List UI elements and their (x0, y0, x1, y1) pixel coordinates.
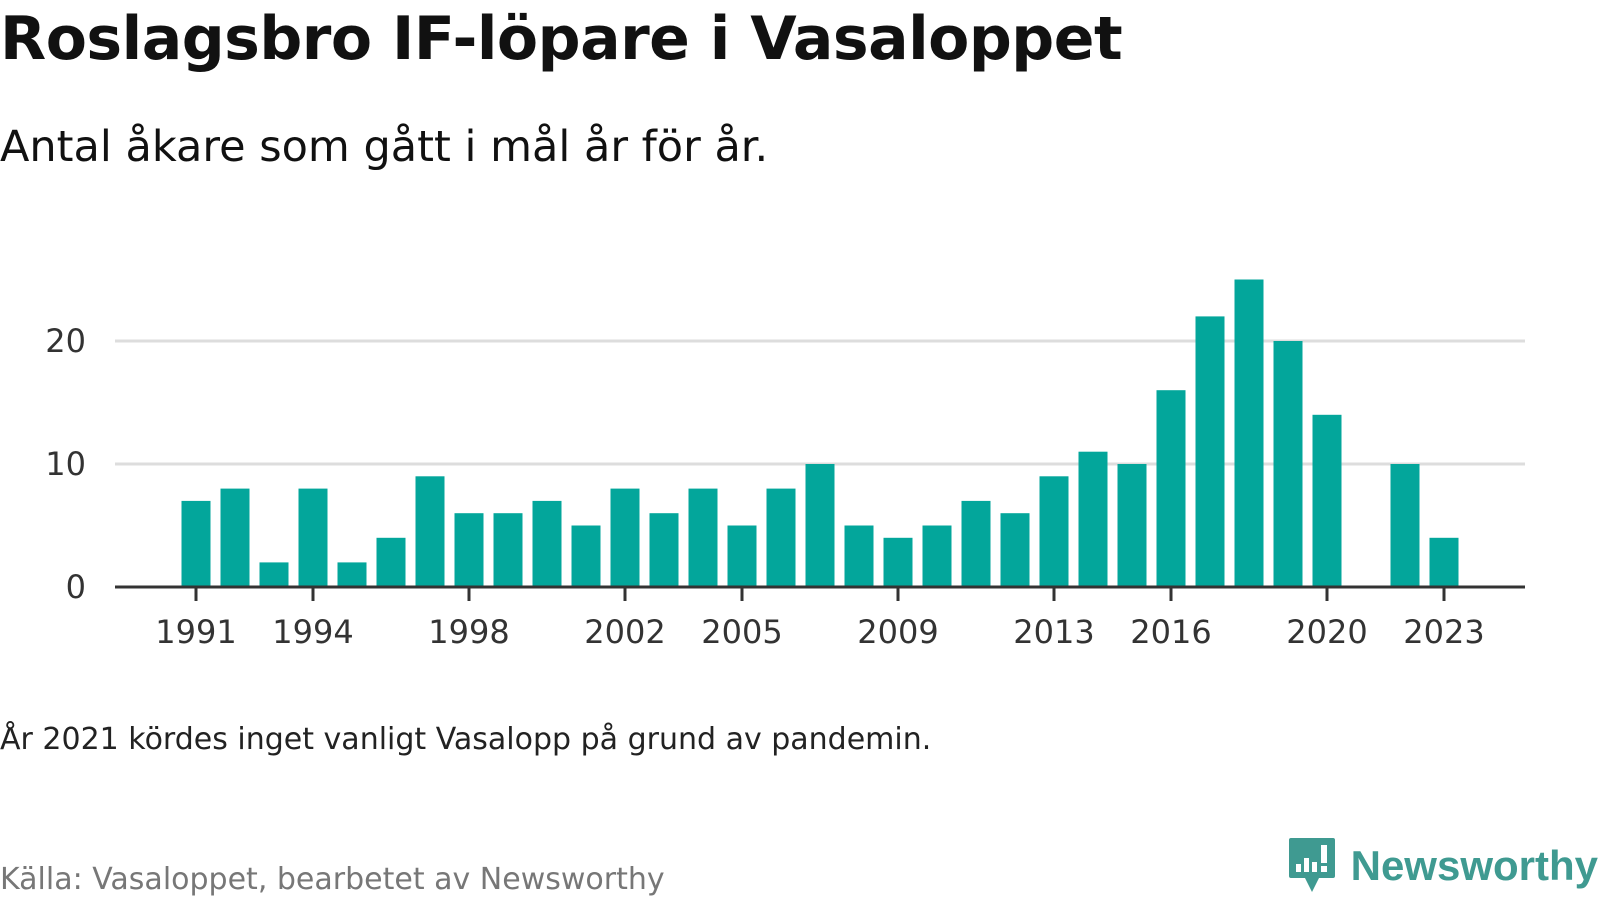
bar-2007 (805, 464, 835, 587)
x-tick-label: 2009 (857, 613, 938, 651)
bar-1992 (220, 488, 250, 587)
bar-1991 (181, 500, 211, 587)
bar-2003 (649, 513, 679, 587)
x-tick-label: 2002 (584, 613, 665, 651)
bar-2009 (883, 537, 913, 587)
bar-2019 (1273, 341, 1303, 587)
y-tick-labels: 0 10 20 (45, 322, 86, 606)
x-tick-label: 1998 (428, 613, 509, 651)
bar-2010 (922, 525, 952, 587)
bar-2022 (1390, 464, 1420, 587)
bar-1996 (376, 537, 406, 587)
bar-2012 (1000, 513, 1030, 587)
x-tick-labels: 1991 1994 1998 2002 2005 2009 2013 2016 2020 2023 (155, 613, 1484, 651)
source-text: Källa: Vasaloppet, bearbetet av Newswort… (0, 862, 665, 897)
y-tick-label: 20 (45, 322, 86, 360)
x-tick-label: 2023 (1403, 613, 1484, 651)
x-tick-label: 2013 (1013, 613, 1094, 651)
x-tick-label: 2005 (701, 613, 782, 651)
bar-2008 (844, 525, 874, 587)
bar-2018 (1234, 279, 1264, 587)
brand-logo: Newsworthy (1287, 836, 1598, 896)
bar-2016 (1156, 390, 1186, 587)
bar-2015 (1117, 464, 1147, 587)
bar-2002 (610, 488, 640, 587)
bar-chart: 0 10 20 1991 1994 1998 2002 2005 2009 2013 2016 20… (45, 279, 1525, 651)
newsworthy-logo-icon (1288, 838, 1335, 892)
bars (181, 279, 1459, 587)
bar-1997 (415, 476, 445, 587)
bar-2013 (1039, 476, 1069, 587)
bar-2014 (1078, 451, 1108, 587)
x-axis (115, 585, 1525, 601)
y-tick-label: 0 (66, 568, 86, 606)
bar-1998 (454, 513, 484, 587)
bar-2020 (1312, 414, 1342, 587)
x-tick-label: 2020 (1286, 613, 1367, 651)
bar-1995 (337, 562, 367, 587)
bar-1999 (493, 513, 523, 587)
bar-1993 (259, 562, 289, 587)
x-tick-label: 1994 (272, 613, 353, 651)
bar-1994 (298, 488, 328, 587)
brand-name: Newsworthy (1350, 842, 1598, 889)
y-tick-label: 10 (45, 445, 86, 483)
bar-2004 (688, 488, 718, 587)
bar-2000 (532, 500, 562, 587)
bar-2017 (1195, 316, 1225, 587)
chart-subtitle: Antal åkare som gått i mål år för år. (0, 122, 769, 172)
chart-note: År 2021 kördes inget vanligt Vasalopp på… (0, 722, 932, 757)
bar-2023 (1429, 537, 1459, 587)
x-tick-label: 1991 (155, 613, 236, 651)
bar-2006 (766, 488, 796, 587)
bar-2001 (571, 525, 601, 587)
bar-2011 (961, 500, 991, 587)
chart-title: Roslagsbro IF-löpare i Vasaloppet (0, 4, 1123, 74)
x-tick-label: 2016 (1130, 613, 1211, 651)
bar-2005 (727, 525, 757, 587)
